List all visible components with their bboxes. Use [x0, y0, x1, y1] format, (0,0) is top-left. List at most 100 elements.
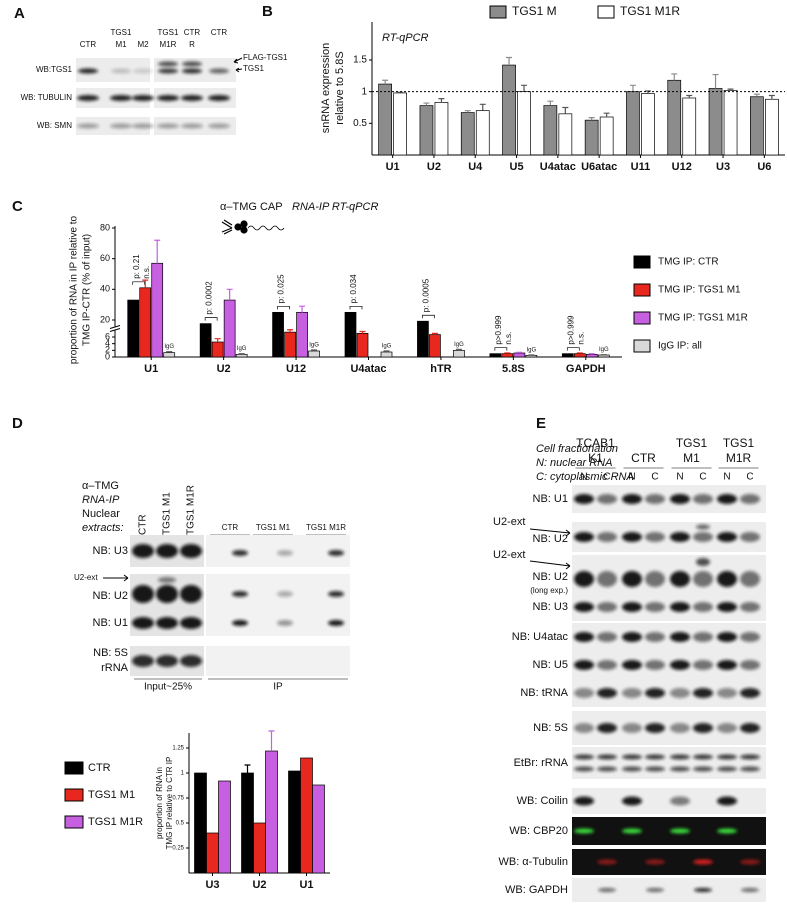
error-bar [382, 79, 389, 85]
error-bar [214, 338, 221, 342]
bar [584, 119, 599, 156]
p-value: p: 0.025 [277, 274, 286, 303]
blot-band [693, 766, 713, 772]
blot-band [597, 571, 617, 587]
blot-strip [572, 747, 766, 779]
blot-band [597, 602, 617, 612]
blot-band [622, 632, 642, 642]
bar [417, 320, 429, 358]
legend-label: TMG IP: TGS1 M1 [658, 285, 741, 296]
blot-band [740, 602, 760, 612]
lane-label: N [628, 472, 635, 483]
legend-swatch [64, 815, 84, 829]
bar [682, 97, 697, 156]
blot-band [156, 544, 178, 558]
blot-band [232, 620, 248, 626]
error-bar [562, 106, 569, 114]
blot-band [181, 123, 203, 129]
row-label: WB: GAPDH [505, 884, 568, 896]
bar [296, 311, 308, 358]
bar [356, 333, 369, 358]
header-text: N: nuclear RNA [536, 457, 612, 469]
bar [380, 351, 393, 358]
blot-band [180, 544, 202, 558]
bar [218, 780, 231, 874]
blot-band [133, 68, 153, 74]
bar [272, 311, 284, 358]
antibody-icon [221, 219, 285, 235]
blot-band [670, 660, 690, 670]
x-tick-label: U3 [205, 879, 219, 891]
chart-title: RT-qPCR [382, 32, 429, 44]
y-axis-label: proportion of RNA in IP relative to [69, 215, 80, 364]
arrow [233, 57, 243, 73]
blot-band [645, 859, 665, 865]
band-label: U2-ext [74, 573, 98, 582]
error-bar [287, 329, 294, 333]
igg-label: IgG [382, 344, 392, 350]
bar [460, 112, 475, 156]
blot-band [232, 591, 248, 597]
significance-bracket [494, 347, 508, 351]
bar [585, 353, 598, 358]
bar [626, 91, 640, 156]
p-value: p>0.999 [494, 315, 503, 345]
blot-strip [206, 535, 350, 567]
blot-band [157, 123, 179, 129]
p-value: p: 0.0002 [204, 281, 213, 315]
x-tick-label: U11 [631, 161, 651, 173]
bar [308, 350, 320, 358]
panel-letter: E [536, 415, 546, 432]
blot-band [717, 632, 737, 642]
blot-band [182, 61, 202, 67]
blot-band [717, 723, 737, 733]
error-bar [504, 352, 511, 354]
x-tick-label: U4atac [350, 363, 386, 375]
blot-band [574, 632, 594, 642]
blot-band [181, 95, 203, 101]
blot-band [597, 723, 617, 733]
y-tick-label: 40 [100, 284, 110, 294]
legend-label: TGS1 M1R [88, 816, 143, 828]
blot-band [157, 95, 179, 101]
legend-swatch [489, 5, 507, 19]
blot-band [156, 617, 178, 629]
blot-band [694, 888, 712, 892]
legend-swatch [597, 5, 615, 19]
blot-band [670, 766, 690, 772]
group-label: M1 [683, 451, 700, 465]
blot-band [574, 660, 594, 670]
error-bar [268, 730, 275, 751]
row-label: NB: U1 [533, 493, 568, 505]
bar [429, 334, 441, 358]
blot-band [670, 602, 690, 612]
blot-band [158, 577, 176, 583]
header-text: Cell fractionation [536, 443, 618, 455]
blot-band [693, 754, 713, 760]
bar [211, 341, 224, 358]
error-bar [588, 353, 595, 355]
blot-band [597, 688, 617, 698]
x-tick-label: 5.8S [502, 363, 525, 375]
bar [235, 353, 248, 358]
error-bar [383, 350, 390, 352]
ns-label: n.s. [142, 266, 151, 279]
axis-break [109, 325, 121, 332]
group-label: M1R [726, 451, 752, 465]
y-axis-label: TMG IP relative to CTR IP [165, 757, 174, 850]
footer-label: Input~25% [144, 682, 192, 693]
igg-label: IgG [454, 342, 464, 348]
blot-band [574, 532, 594, 542]
bar [764, 98, 779, 156]
bar [300, 757, 313, 874]
x-tick-label: U12 [286, 363, 306, 375]
lane-label: C [603, 472, 610, 483]
y-axis-label: proportion of RNA in [155, 767, 164, 839]
blot-band [622, 660, 642, 670]
bar [199, 323, 212, 358]
ns-label: n.s. [504, 332, 513, 345]
blot-strip [206, 574, 350, 610]
bar [265, 750, 278, 874]
bar [151, 262, 164, 358]
bar [241, 772, 254, 874]
